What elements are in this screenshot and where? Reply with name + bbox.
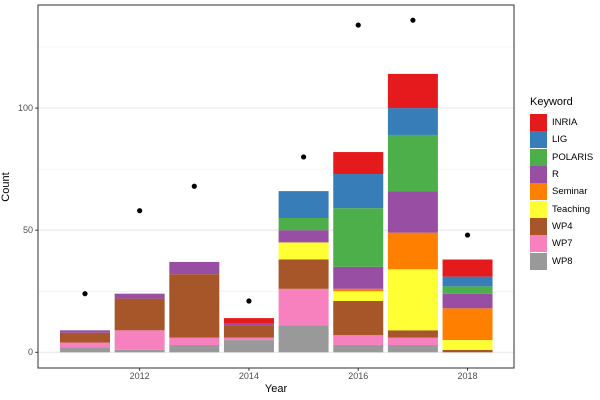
legend-label-WP4: WP4 xyxy=(552,220,573,232)
legend-item-POLARIS: POLARIS xyxy=(530,148,594,166)
bar-segment-2012-WP7 xyxy=(114,330,165,350)
bar-segment-2013-WP8 xyxy=(169,344,220,353)
legend-title: Keyword xyxy=(530,96,573,108)
legend-item-WP7: WP7 xyxy=(530,235,593,253)
legend-swatch-LIG xyxy=(530,131,547,149)
legend-item-R: R xyxy=(530,166,593,184)
bar-segment-2015-LIG xyxy=(278,191,329,218)
bar-segment-2013-R xyxy=(169,261,220,275)
yearly-total-dot-2015 xyxy=(301,154,307,160)
bar-segment-2015-Teaching xyxy=(278,242,329,260)
legend-label-Teaching: Teaching xyxy=(552,203,591,215)
bar-segment-2017-WP4 xyxy=(387,330,438,338)
bar-segment-2018-Teaching xyxy=(442,340,493,350)
bar-segment-2016-LIG xyxy=(333,174,384,209)
legend-item-Seminar: Seminar xyxy=(530,183,593,201)
yearly-total-dot-2014 xyxy=(246,298,252,304)
bar-segment-2017-INRIA xyxy=(387,73,438,109)
bar-segment-2015-R xyxy=(278,230,329,243)
bar-segment-2017-R xyxy=(387,191,438,233)
legend-swatch-WP7 xyxy=(530,235,547,253)
legend-swatch-Teaching xyxy=(530,200,547,218)
y-tick-label-0: 0 xyxy=(27,346,33,357)
x-axis-title: Year xyxy=(264,383,288,395)
legend-swatch-R xyxy=(530,166,547,184)
bar-segment-2014-INRIA xyxy=(223,318,274,323)
x-tick-label-2018: 2018 xyxy=(457,371,478,381)
legend-label-INRIA: INRIA xyxy=(552,117,578,129)
bar-segment-2016-Seminar xyxy=(333,288,384,292)
y-axis-title: Count xyxy=(0,172,12,202)
bar-segment-2018-LIG xyxy=(442,276,493,287)
bar-segment-2018-WP4 xyxy=(442,349,493,353)
bar-segment-2018-Seminar xyxy=(442,308,493,341)
yearly-total-dot-2016 xyxy=(355,22,361,28)
bar-segment-2017-Teaching xyxy=(387,269,438,331)
legend: Keyword INRIA LIG POLARIS R Seminar Teaching W… xyxy=(530,96,593,270)
bar-segment-2017-Seminar xyxy=(387,232,438,270)
bar-segment-2016-R xyxy=(333,266,384,289)
bar-segment-2018-POLARIS xyxy=(442,286,493,294)
bar-segment-2013-WP4 xyxy=(169,274,220,338)
legend-swatch-WP8 xyxy=(530,252,547,270)
legend-item-INRIA: INRIA xyxy=(530,114,593,132)
bar-segment-2016-POLARIS xyxy=(333,208,384,267)
legend-label-WP8: WP8 xyxy=(552,255,573,267)
bar-segment-2013-WP7 xyxy=(169,337,220,345)
legend-swatch-INRIA xyxy=(530,114,547,132)
yearly-total-dot-2017 xyxy=(410,17,416,23)
bar-segment-2012-WP4 xyxy=(114,298,165,331)
x-tick-label-2012: 2012 xyxy=(129,371,150,381)
bar-segment-2017-WP7 xyxy=(387,337,438,345)
bar-segment-2016-WP7 xyxy=(333,335,384,345)
yearly-total-dot-2011 xyxy=(82,291,88,297)
legend-label-Seminar: Seminar xyxy=(552,186,588,198)
yearly-total-dot-2012 xyxy=(137,208,143,214)
bar-segment-2018-R xyxy=(442,293,493,309)
bar-segment-2017-WP8 xyxy=(387,344,438,353)
y-tick-label-50: 50 xyxy=(22,224,33,235)
legend-swatch-POLARIS xyxy=(530,148,547,166)
yearly-total-dot-2018 xyxy=(464,232,471,238)
bar-segment-2011-WP8 xyxy=(60,347,110,353)
x-tick-label-2014: 2014 xyxy=(238,371,259,381)
bar-segment-2014-WP8 xyxy=(223,340,274,353)
yearly-total-dot-2013 xyxy=(191,183,197,189)
bar-segment-2015-POLARIS xyxy=(278,217,329,231)
bar-segment-2014-R xyxy=(223,322,274,326)
legend-item-WP4: WP4 xyxy=(530,217,593,235)
bar-segment-2011-R xyxy=(60,330,110,333)
bar-segment-2012-R xyxy=(114,293,165,299)
bar-segment-2015-WP8 xyxy=(278,325,329,353)
bar-segment-2018-INRIA xyxy=(442,259,493,277)
bar-segment-2016-INRIA xyxy=(333,152,384,175)
legend-swatch-Seminar xyxy=(530,183,547,201)
bar-segment-2016-WP8 xyxy=(333,344,384,353)
legend-item-WP8: WP8 xyxy=(530,252,593,270)
legend-label-LIG: LIG xyxy=(552,134,568,146)
bar-segment-2011-WP4 xyxy=(60,332,110,343)
bar-segment-2016-Teaching xyxy=(333,291,384,302)
bar-segment-2012-WP8 xyxy=(114,349,165,353)
bar-segment-2015-WP4 xyxy=(278,259,329,289)
legend-item-Teaching: Teaching xyxy=(530,200,593,218)
bar-segment-2014-WP4 xyxy=(223,325,274,338)
legend-label-R: R xyxy=(552,169,559,181)
bar-segment-2015-WP7 xyxy=(278,288,329,326)
legend-label-POLARIS: POLARIS xyxy=(552,151,594,163)
bar-segment-2017-LIG xyxy=(387,108,438,135)
y-tick-label-100: 100 xyxy=(17,102,33,113)
x-tick-label-2016: 2016 xyxy=(348,371,369,381)
panel-border xyxy=(37,4,515,369)
legend-swatch-WP4 xyxy=(530,217,547,235)
legend-items: INRIA LIG POLARIS R Seminar Teaching WP4 WP7 WP8 xyxy=(530,114,593,270)
legend-item-LIG: LIG xyxy=(530,131,593,149)
bar-segment-2017-POLARIS xyxy=(387,134,438,192)
bar-segment-2016-WP4 xyxy=(333,301,384,336)
bar-segment-2014-WP7 xyxy=(223,337,274,341)
legend-label-WP7: WP7 xyxy=(552,238,573,250)
bar-segment-2011-WP7 xyxy=(60,342,110,348)
